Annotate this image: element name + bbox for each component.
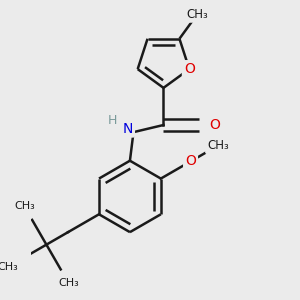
Text: CH₃: CH₃: [207, 139, 229, 152]
Text: CH₃: CH₃: [58, 278, 79, 288]
Text: CH₃: CH₃: [186, 8, 208, 21]
Text: O: O: [184, 62, 195, 76]
Text: N: N: [123, 122, 133, 136]
Text: O: O: [209, 118, 220, 132]
Text: CH₃: CH₃: [14, 201, 34, 211]
Text: CH₃: CH₃: [0, 262, 18, 272]
Text: H: H: [107, 114, 117, 127]
Text: O: O: [185, 154, 196, 168]
